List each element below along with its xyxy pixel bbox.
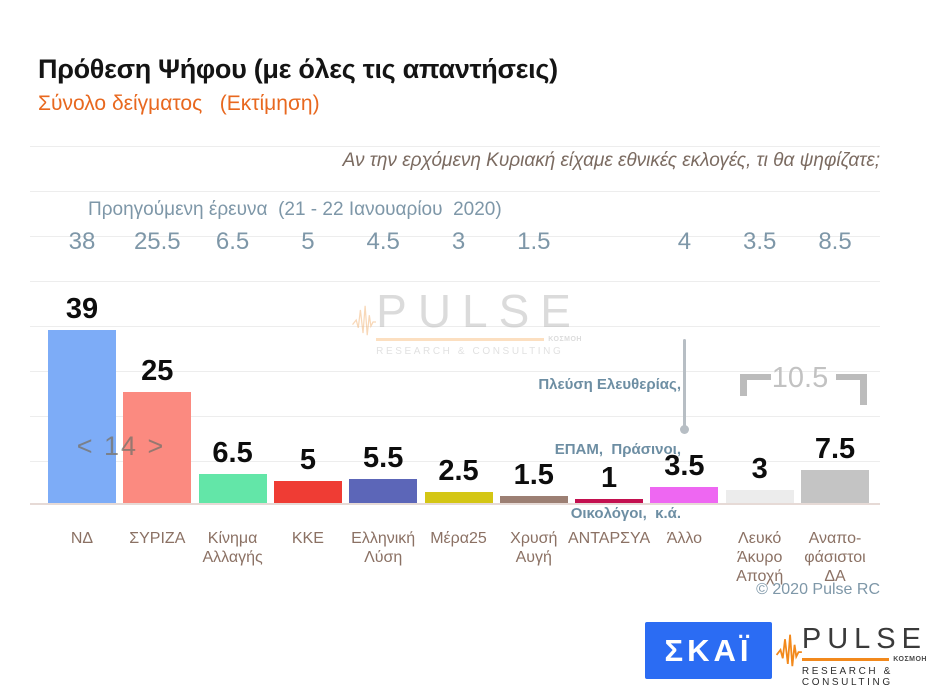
page-subtitle: Σύνολο δείγματος (Εκτίμηση) [38,92,320,115]
survey-question: Αν την ερχόμενη Κυριακή είχαμε εθνικές ε… [342,150,880,171]
pulse-logo-word: PULSE [376,285,582,337]
bar-2 [198,474,267,503]
pulse-logo-fineprint: ΚΟΣΜΟΗ [893,656,927,663]
category-label: ΑΝΤΑΡΣΥΑ [567,530,651,547]
bar-value: 5.5 [363,441,404,474]
category-label: ΣΥΡΙΖΑ [129,530,186,547]
bracket-left-corner [740,374,771,396]
gridline [30,326,880,327]
annotation-pointer-dot [680,425,689,434]
pulse-logo-fineprint: ΚΟΣΜΟΗ [548,336,582,343]
bar-value: 7.5 [814,432,856,465]
pulse-logo-rule [376,338,545,341]
bar-3 [273,480,342,503]
pulse-logo-subline: RESEARCH & CONSULTING [376,346,564,357]
previous-value: 1.5 [517,228,551,255]
bar-5 [424,491,493,503]
previous-survey-label: Προηγούμενη έρευνα (21 - 22 Ιανουαρίου 2… [88,199,502,220]
previous-value: 6.5 [215,228,250,255]
category-label: Μέρα25 [430,530,487,547]
category-label: Λευκό Άκυρο Αποχή [736,530,784,585]
annotation-line: Πλεύση Ελευθερίας, [538,376,681,393]
pulse-waveform-icon [776,634,802,667]
pulse-watermark-logo: PULSE ΚΟΣΜΟΗ RESEARCH & CONSULTING [352,288,582,357]
pulse-logo-rule [801,658,890,661]
combined-total-label: 10.5 [771,362,829,394]
bar-10 [801,469,869,503]
skai-logo: ΣΚΑΪ [645,622,772,679]
category-label: Άλλο [666,530,703,547]
bar-1 [123,392,192,503]
bar-value: 1.5 [513,459,554,492]
category-label: ΚΚΕ [291,530,324,547]
category-label: Ελληνική Λύση [351,530,416,566]
previous-value: 5 [301,228,315,255]
category-label: Χρυσή Αυγή [510,530,558,566]
previous-value: 25.5 [133,228,181,255]
bar-value: 6.5 [212,437,253,470]
previous-value: 38 [68,228,96,255]
annotation-pointer-line [683,339,686,427]
bar-4 [349,478,418,503]
previous-value: 3.5 [743,228,777,255]
x-axis-baseline [30,503,880,505]
lead-difference-annotation: < 14 > [76,431,166,461]
bar-0 [48,329,116,503]
previous-value: 3 [451,228,466,255]
bar-9 [725,489,794,503]
pulse-waveform-icon [352,305,377,336]
gridline [30,371,880,372]
gridline [30,236,880,237]
pulse-logo-word: PULSE [801,623,927,655]
category-label: Κίνημα Αλλαγής [202,530,263,566]
bracket-right-corner [836,374,867,405]
gridline [30,281,880,282]
bar-value: 1 [601,461,618,494]
bar-value: 39 [65,292,99,325]
gridline [30,191,880,192]
bar-8 [650,487,719,503]
bar-value: 5 [299,443,316,476]
other-parties-annotation: Πλεύση Ελευθερίας, ΕΠΑΜ, Πράσινοι, Οικολ… [538,331,681,568]
gridline [30,146,880,147]
previous-value: 8.5 [818,228,852,255]
previous-value: 4.5 [366,228,400,255]
bar-value: 2.5 [438,454,479,487]
gridline [30,461,880,462]
annotation-line: ΕΠΑΜ, Πράσινοι, [554,440,681,458]
bar-value: 3.5 [664,450,705,483]
category-label: Αναπο-φάσιστοι ΔΑ [804,530,866,585]
gridline [30,416,880,417]
bar-value: 25 [141,355,174,388]
pulse-logo: PULSE ΚΟΣΜΟΗ RESEARCH & CONSULTING [776,624,927,688]
pulse-logo-subline: RESEARCH & CONSULTING [801,666,893,688]
annotation-line: Οικολόγοι, κ.ά. [570,505,681,522]
bar-6 [499,496,568,503]
page-title: Πρόθεση Ψήφου (με όλες τις απαντήσεις) [38,54,558,84]
previous-value: 4 [677,228,692,255]
bar-7 [575,498,644,503]
copyright-note: © 2020 Pulse RC [756,581,880,598]
skai-logo-text: ΣΚΑΪ [664,632,753,668]
bar-value: 3 [751,452,768,485]
category-label: ΝΔ [70,530,94,547]
